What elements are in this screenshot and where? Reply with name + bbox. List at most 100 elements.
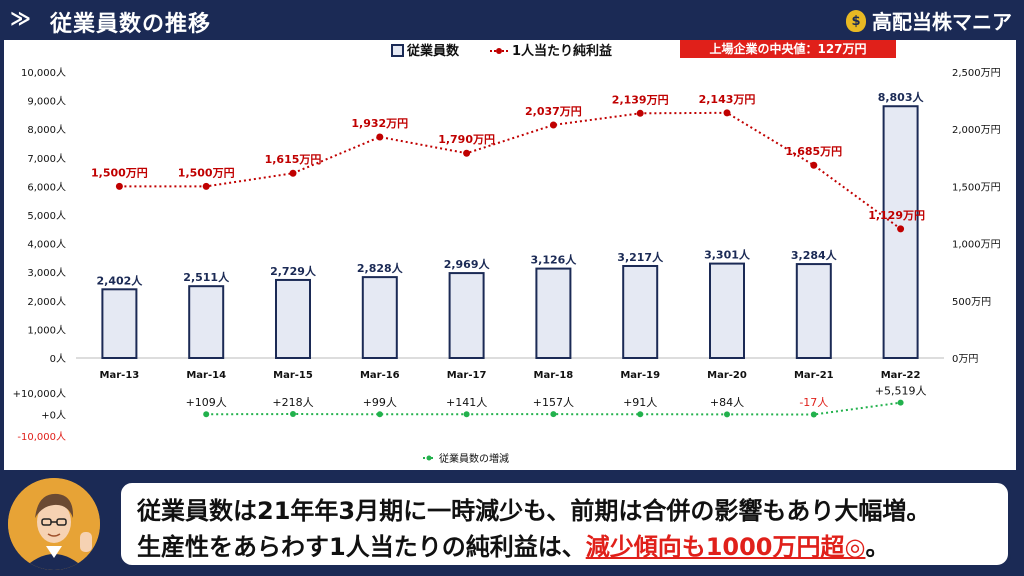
header: ≫ 従業員数の推移 $ 高配当株マニア xyxy=(0,0,1024,40)
y-left-tick-label: 4,000人 xyxy=(27,239,66,251)
y-right-tick-label: 1,500万円 xyxy=(952,182,1001,193)
change-data-label: +84人 xyxy=(710,396,744,409)
profit-data-label: 2,143万円 xyxy=(699,93,756,106)
change-point xyxy=(463,411,470,418)
legend-bar-swatch xyxy=(391,44,404,57)
change-data-label: +157人 xyxy=(533,396,574,409)
profit-data-label: 1,685万円 xyxy=(785,145,842,158)
caption-line-2-prefix: 生産性をあらわす1人当たりの純利益は、 xyxy=(137,533,586,561)
bar-data-label: 3,126人 xyxy=(531,253,578,267)
profit-point xyxy=(549,121,557,129)
brand: $ 高配当株マニア xyxy=(846,6,1012,35)
y-left-tick-label: 5,000人 xyxy=(27,210,66,222)
y-left-tick-label: 10,000人 xyxy=(21,67,66,79)
double-chevron-icon: ≫ xyxy=(10,6,31,30)
median-annotation-box xyxy=(680,40,896,58)
legend-change-label: 従業員数の増減 xyxy=(439,452,509,465)
y-right-tick-label: 500万円 xyxy=(952,297,991,308)
bar xyxy=(622,264,659,360)
profit-data-label: 1,790万円 xyxy=(438,133,495,146)
y-change-tick-label: +0人 xyxy=(41,410,66,422)
y-left-tick-label: 3,000人 xyxy=(27,267,66,279)
chart: 0人 1,000人 2,000人 3,000人 4,000人 5,000人 6,000人 7,… xyxy=(13,40,1001,465)
change-data-label: +91人 xyxy=(623,396,657,409)
profit-point xyxy=(463,149,471,157)
bar-data-label: 8,803人 xyxy=(878,90,925,104)
profit-point xyxy=(636,109,644,117)
bar-data-label: 3,284人 xyxy=(791,248,838,262)
profit-point xyxy=(897,225,905,233)
legend-line-label: 1人当たり純利益 xyxy=(512,43,612,59)
legend-change-marker xyxy=(426,455,432,461)
profit-data-label: 1,500万円 xyxy=(91,166,148,179)
profit-point xyxy=(202,182,210,190)
caption-line-2: 生産性をあらわす1人当たりの純利益は、減少傾向も1000万円超◎。 xyxy=(137,527,889,562)
profit-data-label: 2,139万円 xyxy=(612,93,669,106)
x-tick-label: Mar-17 xyxy=(447,370,487,381)
bubble-tail xyxy=(107,515,121,535)
x-tick-label: Mar-13 xyxy=(100,370,140,381)
profit-point xyxy=(289,169,297,177)
change-data-label: +141人 xyxy=(446,396,487,409)
change-point xyxy=(290,411,296,418)
brand-name: 高配当株マニア xyxy=(872,10,1012,34)
bar-data-label: 2,729人 xyxy=(270,264,317,278)
x-tick-label: Mar-20 xyxy=(707,370,747,381)
change-point xyxy=(897,399,904,406)
bar xyxy=(709,262,745,359)
change-data-label: +5,519人 xyxy=(875,385,927,398)
y-right-tick-label: 1,000万円 xyxy=(952,240,1001,251)
profit-data-label: 2,037万円 xyxy=(525,105,582,118)
x-tick-label: Mar-19 xyxy=(620,370,660,381)
y-left-tick-label: 2,000人 xyxy=(27,296,66,308)
x-tick-label: Mar-18 xyxy=(534,370,574,381)
profit-data-label: 1,615万円 xyxy=(265,153,322,166)
x-tick-label: Mar-15 xyxy=(273,370,313,381)
bar-data-label: 2,828人 xyxy=(357,261,404,275)
change-point xyxy=(550,411,557,418)
change-data-label: -17人 xyxy=(799,396,828,409)
y-left-tick-label: 8,000人 xyxy=(27,124,66,136)
change-point xyxy=(203,411,210,418)
bar xyxy=(275,278,311,360)
change-line xyxy=(206,401,901,416)
x-tick-label: Mar-22 xyxy=(881,370,921,381)
bar-data-label: 3,217人 xyxy=(617,250,664,264)
y-left-tick-label: 1,000人 xyxy=(27,324,66,336)
change-point xyxy=(637,411,644,418)
money-bag-icon: $ xyxy=(846,9,866,32)
y-left-tick-label: 0人 xyxy=(50,353,66,365)
profit-point xyxy=(723,109,731,117)
y-left-tick-label: 7,000人 xyxy=(27,153,66,165)
bar xyxy=(361,276,398,359)
y-right-tick-label: 2,000万円 xyxy=(952,125,1001,136)
profit-point xyxy=(376,133,384,141)
caption-line-2-suffix: 。 xyxy=(865,533,890,561)
bar-data-label: 2,969人 xyxy=(444,257,491,271)
y-right-tick-label: 0万円 xyxy=(952,354,978,365)
avatar xyxy=(8,478,100,570)
chart-panel: 0人 1,000人 2,000人 3,000人 4,000人 5,000人 6,000人 7,… xyxy=(4,40,1016,470)
bar xyxy=(795,263,832,360)
change-point xyxy=(376,411,383,418)
change-data-label: +109人 xyxy=(186,396,227,409)
x-tick-label: Mar-16 xyxy=(360,370,400,381)
page-title: 従業員数の推移 xyxy=(50,12,212,37)
bar-data-label: 3,301人 xyxy=(704,248,751,262)
bar xyxy=(188,285,225,359)
profit-line xyxy=(119,111,902,230)
y-right-tick-label: 2,500万円 xyxy=(952,68,1001,79)
profit-point xyxy=(810,161,818,169)
x-tick-label: Mar-14 xyxy=(186,370,226,381)
change-point xyxy=(810,411,817,418)
presenter-illustration xyxy=(8,478,100,570)
y-change-tick-label: -10,000人 xyxy=(17,431,66,443)
bar xyxy=(448,272,485,359)
change-point xyxy=(724,411,730,418)
y-change-tick-label: +10,000人 xyxy=(13,388,66,400)
median-annotation: 上場企業の中央値：127万円 xyxy=(709,41,866,56)
profit-point xyxy=(115,182,123,190)
profit-data-label: 1,500万円 xyxy=(178,166,235,179)
caption-highlight: 減少傾向も1000万円超◎ xyxy=(585,533,866,561)
y-left-tick-label: 6,000人 xyxy=(27,181,66,193)
